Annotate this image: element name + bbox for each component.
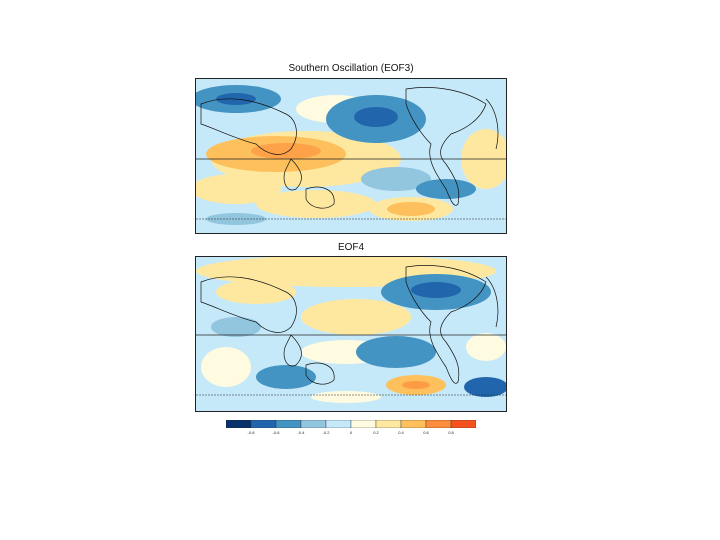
colorbar-tick-label: -0.2 (322, 430, 330, 435)
colorbar-tick-label: 0 (349, 430, 353, 435)
colorbar-segment (226, 420, 252, 428)
colorbar-segment (375, 420, 402, 428)
colorbar-tick-label: 0.8 (448, 430, 454, 435)
colorbar-segment (275, 420, 302, 428)
colorbar-segment (450, 420, 476, 428)
colorbar-tick-label: -0.8 (247, 430, 255, 435)
colorbar-segment (325, 420, 352, 428)
colorbar (226, 420, 476, 428)
colorbar-tick-label: -0.6 (272, 430, 280, 435)
colorbar-tick-label: 0.2 (373, 430, 379, 435)
eof4-map (195, 256, 507, 412)
colorbar-tick-label: 0.6 (423, 430, 429, 435)
colorbar-tick-label: 0.4 (398, 430, 404, 435)
colorbar-segment (425, 420, 452, 428)
eof4-title: EOF4 (337, 242, 365, 253)
eof3-title: Southern Oscillation (EOF3) (288, 63, 414, 74)
eof3-map (195, 78, 507, 234)
colorbar-segment (250, 420, 277, 428)
colorbar-segment (350, 420, 377, 428)
colorbar-tick-label: -0.4 (297, 430, 305, 435)
colorbar-segment (400, 420, 427, 428)
colorbar-segment (300, 420, 327, 428)
